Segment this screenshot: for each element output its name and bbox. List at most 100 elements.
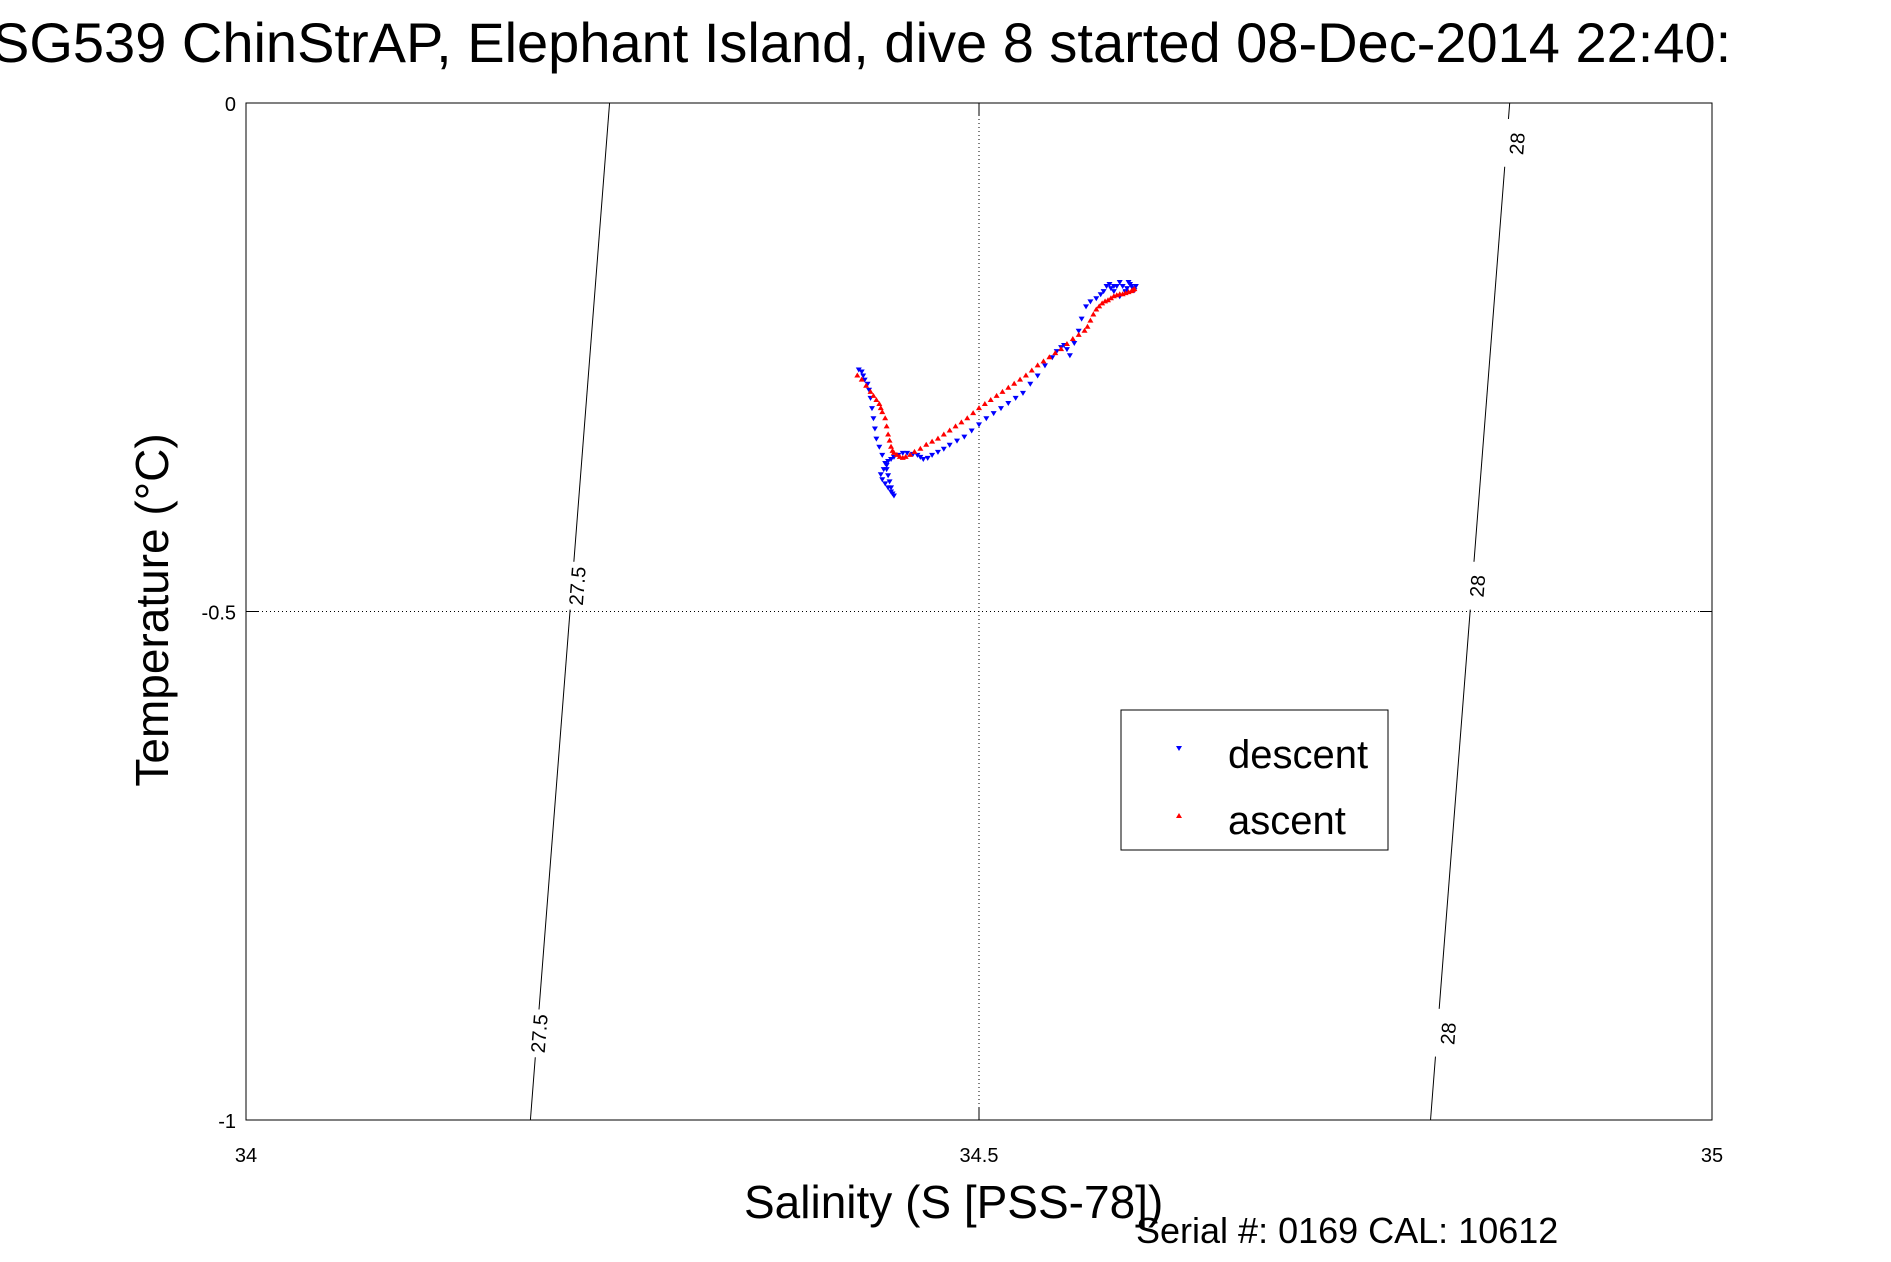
x-tick-label: 34.5 [960,1145,999,1167]
descent-point [1041,363,1048,369]
ascent-point [1093,306,1100,312]
descent-point [886,479,893,485]
ascent-point [882,415,889,421]
ascent-point [1084,323,1091,329]
ascent-point [1052,350,1059,356]
ascent-point [1028,367,1035,373]
descent-point [885,473,892,479]
descent-point [880,467,887,473]
descent-point [1066,353,1073,359]
ascent-point [877,405,884,411]
ascent-point [890,449,897,455]
density-contours: 27.5 27.5 28 28 28 [525,102,1531,1121]
ascent-point [1063,341,1070,347]
descent-point [997,406,1004,412]
descent-point [888,456,895,462]
legend-box [1120,709,1389,851]
descent-point [1063,347,1070,353]
legend-ascent-marker [1176,813,1182,818]
ascent-point [1131,286,1138,292]
descent-point [899,450,906,456]
legend-ascent-label: ascent [1228,799,1346,843]
ascent-point [1034,362,1041,368]
descent-point [1132,284,1139,290]
ascent-point [867,388,874,394]
descent-point [1049,355,1056,361]
descent-point [934,449,941,455]
descent-point [1093,296,1100,302]
x-tick-label: 34 [235,1145,257,1167]
descent-point [871,426,878,432]
descent-point [990,411,997,417]
descent-point [879,452,886,458]
ascent-point [1005,384,1012,390]
descent-point [1078,316,1085,322]
descent-point [924,455,931,461]
descent-point [1107,286,1114,292]
descent-point [858,369,865,375]
ascent-point [1107,295,1114,301]
chart-title: SG539 ChinStrAP, Elephant Island, dive 8… [0,11,1731,74]
ascent-point [1040,358,1047,364]
ascent-point [1087,317,1094,323]
descent-point [888,489,895,495]
descent-point [954,438,961,444]
descent-point [870,416,877,422]
descent-point [1071,341,1078,347]
descent-point [1106,282,1113,288]
ascent-point [883,423,890,429]
descent-point [876,444,883,450]
ascent-point [1058,346,1065,352]
ascent-point [1046,354,1053,360]
ascent-point [902,453,909,459]
descent-point [885,485,892,491]
ascent-point [923,441,930,447]
ascent-point [1081,327,1088,333]
ascent-point [1069,335,1076,341]
ascent-point [993,392,1000,398]
contour-label: 27.5 [528,1013,553,1054]
descent-point [914,452,921,458]
ascent-point [999,388,1006,394]
descent-point [961,434,968,440]
y-tick-label: -1 [218,1111,236,1133]
ascent-point [893,451,900,457]
ascent-point [964,415,971,421]
ascent-point [854,372,861,378]
contour-label-bg [525,1008,554,1059]
axis-ticks: 34 34.5 35 0 -0.5 -1 [202,94,1724,1167]
descent-point [883,463,890,469]
legend-descent-label: descent [1228,733,1368,777]
descent-point [904,450,911,456]
descent-point [879,477,886,483]
ascent-point [873,396,880,402]
descent-point [1119,284,1126,290]
descent-point [882,481,889,487]
contour-line [1430,102,1511,1121]
descent-point [968,428,975,434]
ascent-point [863,382,870,388]
y-axis-label: Temperature (°C) [126,433,178,786]
ascent-point [952,423,959,429]
y-tick-label: 0 [225,94,236,116]
descent-point [868,406,875,412]
descent-point [1110,284,1117,290]
descent-point [1075,328,1082,334]
serial-annotation: Serial #: 0169 CAL: 10612 [1136,1210,1558,1251]
descent-point [1087,299,1094,305]
descent-point [1027,381,1034,387]
descent-point [861,377,868,383]
ascent-point [987,396,994,402]
descent-point [983,416,990,422]
ascent-point [981,401,988,407]
contour-label-bg [1434,1008,1462,1059]
descent-point [1012,395,1019,401]
ascent-point [917,445,924,451]
ascent-point [958,419,965,425]
descent-point [860,373,867,379]
contour-label: 28 [1506,132,1530,156]
descent-point [1034,373,1041,379]
contour-line [529,102,611,1121]
ascent-point [1090,311,1097,317]
ascent-point [888,443,895,449]
